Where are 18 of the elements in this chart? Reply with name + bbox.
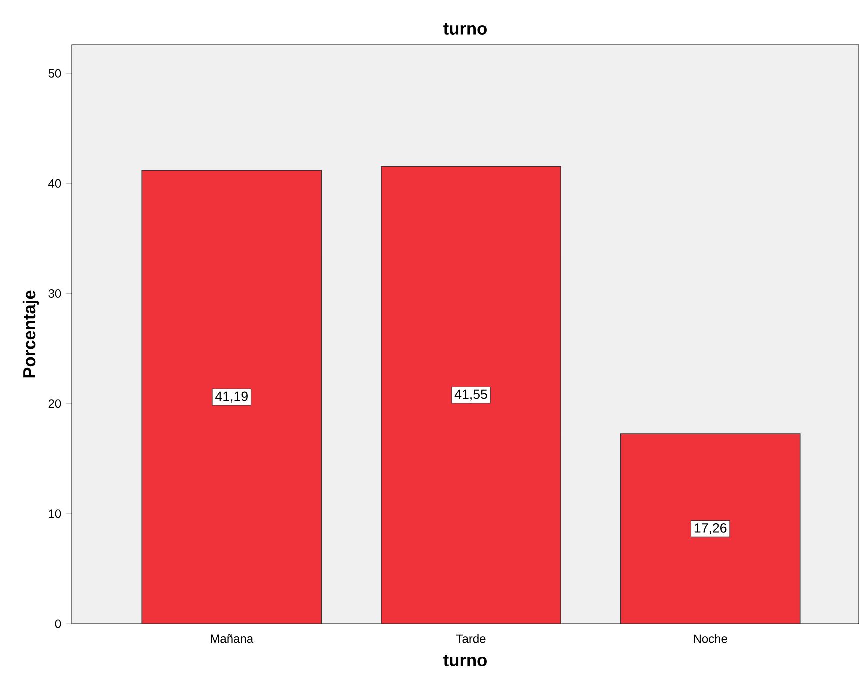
y-tick-label: 0 [55,620,62,628]
y-axis-title: Porcentaje [22,290,40,378]
x-tick-label: Tarde [456,634,486,644]
y-tick-label: 20 [48,400,62,408]
data-label: 17,26 [694,524,727,535]
bar [381,166,562,624]
x-tick-label: Mañana [211,634,254,644]
chart-title: turno [444,23,487,35]
y-tick-label: 30 [48,290,62,298]
data-label: 41,55 [454,390,488,401]
y-tick-label: 40 [48,179,62,188]
bar [142,170,322,624]
y-tick-label: 50 [48,69,62,78]
x-tick-label: Noche [694,634,728,644]
data-label: 41,19 [216,392,248,403]
y-tick-label: 10 [49,510,62,518]
x-axis-title: turno [444,655,487,667]
bar [620,434,801,624]
